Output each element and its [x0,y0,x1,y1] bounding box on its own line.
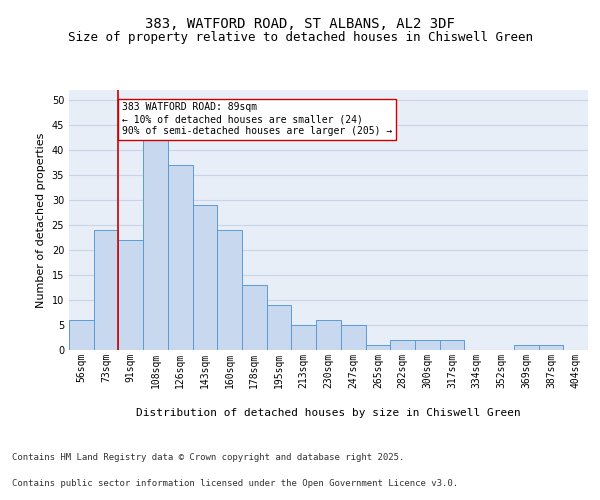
Bar [168,165,193,350]
Bar [118,240,143,350]
Bar [193,205,217,350]
Y-axis label: Number of detached properties: Number of detached properties [36,132,46,308]
Bar [316,320,341,350]
Text: Contains public sector information licensed under the Open Government Licence v3: Contains public sector information licen… [12,478,458,488]
Bar [365,345,390,350]
Bar [217,230,242,350]
Text: 383 WATFORD ROAD: 89sqm
← 10% of detached houses are smaller (24)
90% of semi-de: 383 WATFORD ROAD: 89sqm ← 10% of detache… [122,102,392,136]
Bar [242,285,267,350]
Bar [440,340,464,350]
Text: Contains HM Land Registry data © Crown copyright and database right 2025.: Contains HM Land Registry data © Crown c… [12,454,404,462]
Bar [514,345,539,350]
Text: 383, WATFORD ROAD, ST ALBANS, AL2 3DF: 383, WATFORD ROAD, ST ALBANS, AL2 3DF [145,18,455,32]
Bar [143,140,168,350]
Text: Size of property relative to detached houses in Chiswell Green: Size of property relative to detached ho… [67,31,533,44]
Bar [341,325,365,350]
Bar [292,325,316,350]
Bar [69,320,94,350]
Bar [94,230,118,350]
Bar [539,345,563,350]
Bar [415,340,440,350]
Bar [390,340,415,350]
Bar [267,305,292,350]
Text: Distribution of detached houses by size in Chiswell Green: Distribution of detached houses by size … [136,408,521,418]
